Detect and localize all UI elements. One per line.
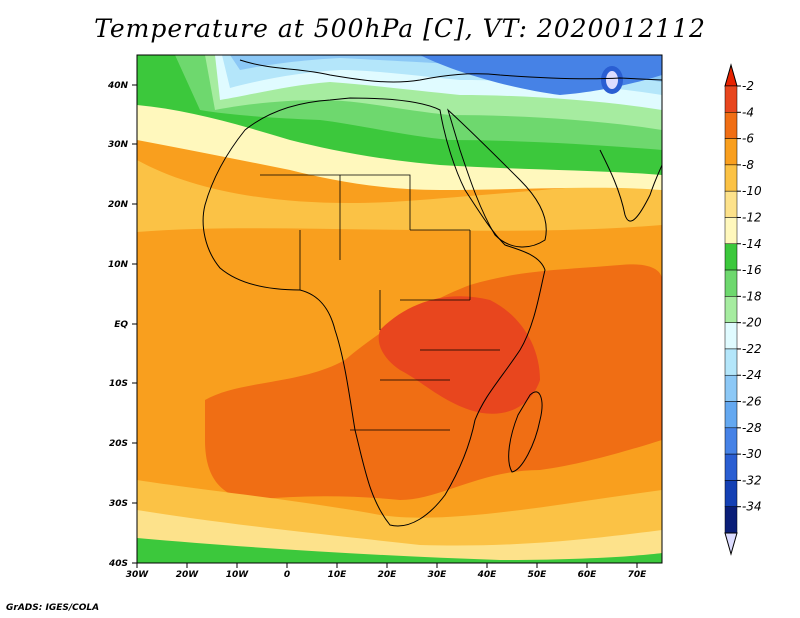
colorbar-cell: [724, 322, 738, 350]
africa-coast: [202, 97, 546, 527]
colorbar-cell: [724, 85, 738, 113]
colorbar-label: -32: [742, 473, 762, 487]
colorbar-label: -18: [742, 289, 762, 303]
lon-tick-label: 50E: [528, 570, 548, 580]
colorbar-cell: [724, 296, 738, 323]
colorbar-label: -12: [742, 210, 762, 224]
colorbar-cell: [724, 164, 738, 192]
lon-tick-label: 0: [284, 570, 290, 580]
colorbar-label: -14: [742, 237, 762, 251]
europe-coast: [239, 59, 662, 83]
colorbar-cell: [724, 269, 738, 297]
madagascar-coast: [508, 391, 543, 473]
lat-tick-label: EQ: [114, 320, 128, 330]
map-frame: [136, 54, 663, 564]
colorbar-cell: [724, 348, 738, 376]
cold-spot: [606, 71, 618, 89]
lon-tick-label: 30W: [126, 570, 150, 580]
colorbar-cell: [724, 217, 738, 245]
colorbar-label: -30: [742, 447, 762, 461]
colorbar-label: -22: [742, 342, 762, 356]
colorbar-label: -10: [742, 184, 762, 198]
lat-tick-label: 40N: [107, 81, 129, 91]
colorbar-cell: [724, 190, 738, 218]
colorbar-cell: [724, 243, 738, 271]
lon-tick-label: 60E: [578, 570, 598, 580]
lat-tick-label: 10N: [108, 260, 129, 270]
colorbar-cell: [724, 506, 738, 534]
colorbar-label: -2: [742, 79, 754, 93]
lat-tick-label: 40S: [108, 559, 128, 569]
lat-tick-label: 20N: [108, 200, 129, 210]
band-minus8-north: [137, 160, 662, 232]
lat-axis: 40N 30N 20N 10N EQ 10S 20S 30S 40S: [107, 81, 137, 569]
lon-tick-label: 20W: [176, 570, 200, 580]
colorbar-cell: [724, 427, 738, 455]
lon-tick-label: 10W: [226, 570, 250, 580]
lat-tick-label: 10S: [109, 379, 128, 389]
colorbar-cell: [724, 374, 738, 402]
footer-credit: GrADS: IGES/COLA: [6, 603, 100, 613]
band-minus28: [420, 55, 662, 95]
india-coast: [599, 149, 662, 222]
lat-tick-label: 20S: [109, 439, 128, 449]
coastlines: [202, 59, 662, 527]
lon-tick-label: 40E: [477, 570, 498, 580]
lon-tick-label: 20E: [378, 570, 398, 580]
colorbar-cell: [724, 138, 738, 166]
colorbar-cell: [724, 480, 738, 507]
country-borders: [260, 174, 500, 431]
band-minus14-south: [137, 538, 662, 563]
lat-tick-label: 30S: [109, 499, 128, 509]
map-title: Temperature at 500hPa [C], VT: 202001211…: [94, 14, 706, 43]
colorbar-label: -8: [742, 158, 754, 172]
temperature-field: [137, 55, 662, 563]
lon-tick-label: 10E: [328, 570, 348, 580]
band-minus2: [378, 296, 540, 414]
colorbar-cell: [724, 453, 738, 481]
colorbar-top-cap: [724, 63, 738, 87]
colorbar-label: -20: [742, 316, 762, 330]
colorbar-cell: [724, 401, 738, 429]
arabia-coast: [447, 108, 547, 248]
colorbar-label: -26: [742, 395, 762, 409]
lon-tick-label: 70E: [628, 570, 648, 580]
colorbar: -2 -4 -6 -8 -10 -12 -14 -16 -18 -20 -22 -24 -26 -28 -3…: [724, 63, 762, 556]
colorbar-label: -28: [742, 421, 762, 435]
colorbar-cell: [724, 112, 738, 139]
lat-tick-label: 30N: [108, 140, 129, 150]
colorbar-label: -34: [742, 500, 762, 514]
colorbar-label: -16: [742, 263, 762, 277]
colorbar-label: -24: [742, 368, 762, 382]
lon-tick-label: 30E: [428, 570, 448, 580]
colorbar-label: -4: [742, 105, 754, 119]
colorbar-bottom-cap: [724, 532, 738, 556]
colorbar-label: -6: [742, 132, 754, 146]
lon-axis: 30W 20W 10W 0 10E 20E 30E 40E 50E 60E 70…: [126, 563, 647, 580]
